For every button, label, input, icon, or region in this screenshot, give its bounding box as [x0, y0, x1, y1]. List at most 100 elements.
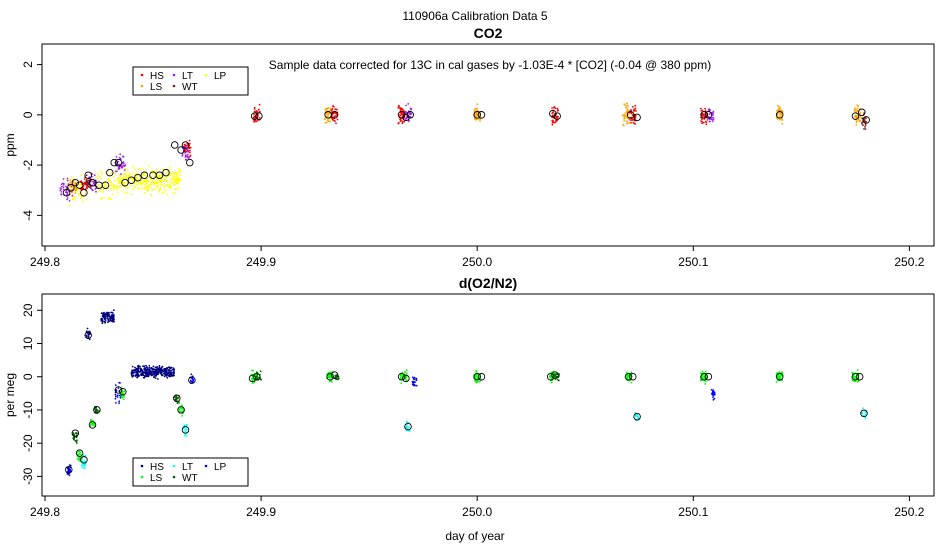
data-point: [105, 184, 108, 187]
data-point: [85, 198, 88, 201]
data-point: [79, 452, 81, 454]
data-point: [144, 184, 147, 187]
data-point: [120, 173, 122, 176]
data-point: [626, 108, 629, 111]
data-point: [712, 118, 715, 121]
data-point: [112, 188, 115, 191]
data-point: [171, 175, 174, 178]
data-point: [185, 435, 188, 437]
data-point: [336, 118, 339, 121]
mean-marker: [700, 372, 708, 381]
legend-marker-hs: [140, 73, 144, 77]
data-point: [146, 186, 149, 189]
data-point: [147, 372, 149, 375]
data-point: [163, 177, 166, 180]
y-axis-label: per meg: [3, 373, 17, 417]
mean-marker: [633, 412, 641, 421]
data-point: [81, 200, 84, 203]
data-point: [80, 466, 83, 469]
data-point: [137, 375, 139, 378]
data-point: [137, 188, 139, 190]
data-point: [409, 116, 412, 118]
legend-marker-lp: [204, 73, 208, 77]
data-point: [108, 320, 111, 323]
data-point: [114, 395, 117, 398]
data-point: [95, 176, 98, 178]
data-point: [145, 364, 147, 367]
data-point: [862, 124, 864, 126]
data-point: [400, 377, 403, 380]
mean-marker: [626, 111, 635, 119]
data-point: [131, 365, 134, 368]
plot-frame: [41, 293, 935, 497]
data-point: [99, 177, 101, 180]
data-point: [174, 188, 176, 191]
data-point: [712, 389, 715, 392]
data-point: [624, 104, 627, 107]
data-point: [87, 185, 90, 188]
data-point: [107, 319, 110, 322]
correction-annotation: Sample data corrected for 13C in cal gas…: [269, 58, 711, 72]
data-point: [93, 174, 96, 177]
data-point: [415, 377, 418, 380]
data-point: [407, 103, 410, 105]
data-point: [551, 114, 554, 117]
data-point: [328, 380, 331, 383]
data-point: [103, 317, 106, 319]
mean-marker: [181, 141, 190, 149]
data-point: [150, 175, 153, 178]
y-tick-label: 2: [21, 61, 35, 68]
data-point: [159, 175, 161, 178]
data-point: [329, 107, 332, 109]
mean-marker: [177, 406, 185, 414]
mean-marker: [553, 112, 561, 120]
data-point: [175, 397, 178, 400]
data-point: [713, 392, 716, 395]
data-point: [108, 196, 110, 199]
data-point: [779, 375, 782, 377]
data-point: [712, 110, 715, 113]
data-point: [119, 396, 122, 399]
data-point: [122, 175, 125, 178]
data-point: [161, 183, 164, 186]
data-point: [74, 186, 77, 189]
data-point: [103, 318, 106, 321]
data-point: [119, 153, 122, 156]
data-point: [74, 182, 76, 185]
x-tick-label: 249.9: [246, 255, 276, 269]
data-point: [153, 181, 156, 184]
data-point: [176, 175, 179, 178]
data-point: [110, 181, 113, 184]
data-point: [143, 186, 146, 188]
data-point: [111, 193, 114, 196]
data-point: [138, 175, 141, 178]
data-point: [701, 109, 704, 112]
data-point: [68, 200, 71, 202]
data-point: [65, 191, 68, 194]
mean-marker: [127, 176, 136, 184]
data-point: [397, 122, 400, 125]
data-point: [82, 196, 84, 198]
data-point: [168, 186, 171, 189]
data-point: [107, 170, 109, 173]
data-point: [123, 169, 126, 171]
data-point: [172, 178, 174, 180]
mean-marker: [110, 158, 118, 167]
data-point: [73, 195, 76, 198]
data-point: [780, 114, 783, 116]
data-point: [177, 177, 180, 180]
data-point: [183, 145, 185, 148]
data-point: [77, 453, 80, 456]
data-point: [101, 322, 104, 324]
data-point: [174, 180, 177, 183]
data-point: [116, 191, 119, 194]
data-point: [404, 118, 407, 120]
data-point: [178, 168, 181, 170]
data-point: [142, 168, 145, 171]
data-point: [107, 177, 110, 180]
data-point: [631, 105, 634, 108]
data-point: [326, 113, 329, 115]
data-point: [74, 432, 77, 434]
data-point: [331, 117, 333, 120]
data-point: [190, 373, 193, 376]
